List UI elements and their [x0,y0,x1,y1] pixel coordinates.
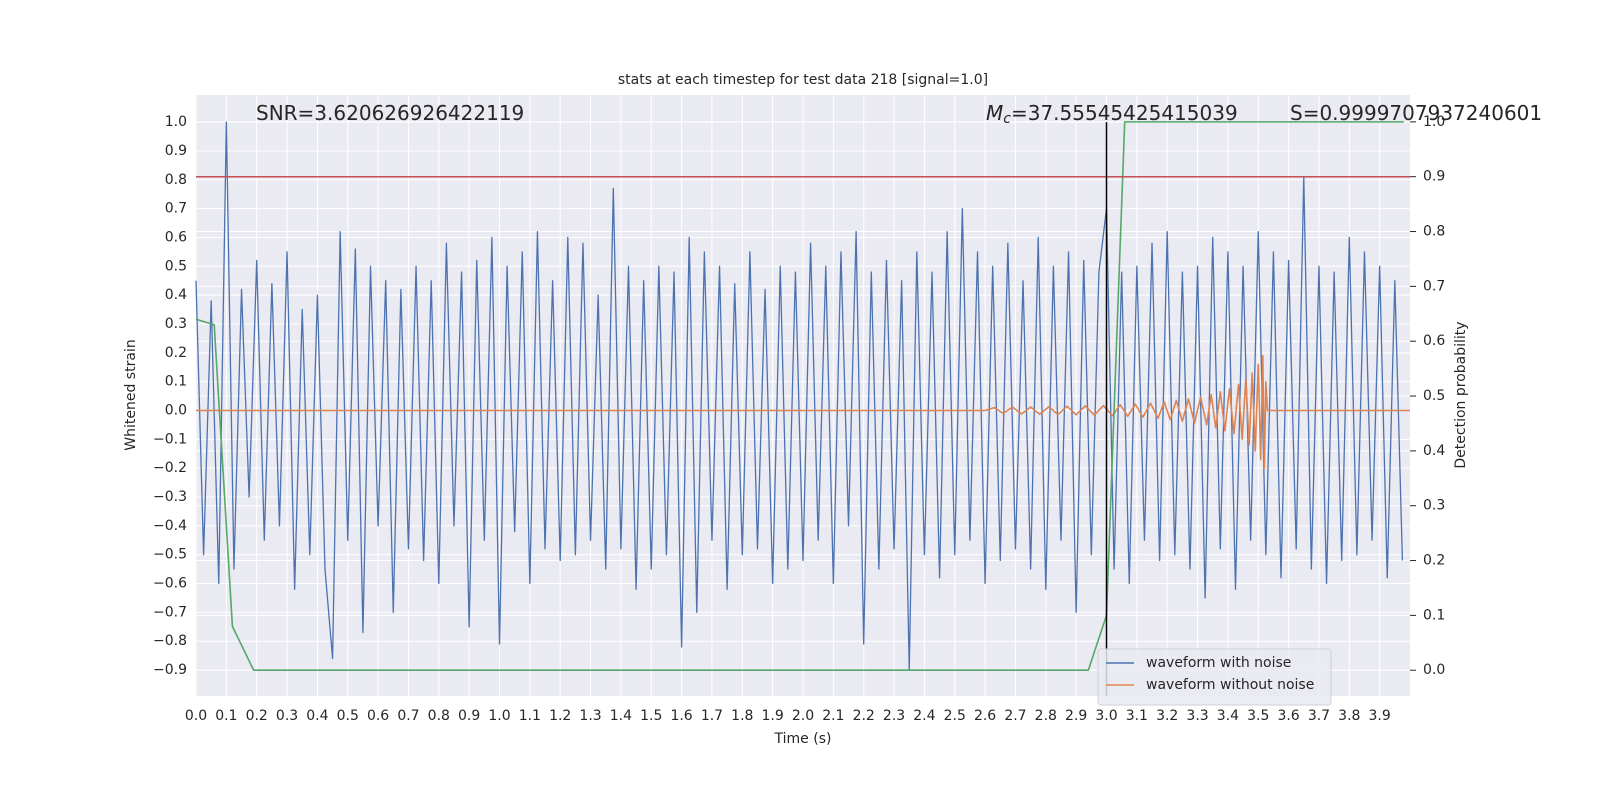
x-tick-label: 2.3 [883,708,905,724]
y2-tick-label: 0.5 [1423,388,1445,404]
x-tick-label: 1.5 [640,708,662,724]
y-tick-label: −0.7 [153,604,187,620]
x-tick-label: 1.9 [762,708,784,724]
y-tick-label: 0.9 [165,143,187,159]
annotation-symbol: M [986,101,1003,125]
y-tick-label: 1.0 [165,114,187,130]
y-tick-label: −0.2 [153,460,187,476]
annotation-text: S=0.9999707937240601 [1290,101,1542,125]
x-tick-label: 2.8 [1035,708,1057,724]
legend-label: waveform with noise [1146,655,1291,671]
x-tick-label: 0.3 [276,708,298,724]
legend-box [1097,648,1332,706]
y-tick-label: −0.4 [153,518,187,534]
x-axis-label: Time (s) [774,731,832,747]
x-tick-label: 0.9 [458,708,480,724]
x-tick-label: 1.2 [549,708,571,724]
y-tick-label: −0.5 [153,547,187,563]
x-tick-label: 3.5 [1247,708,1269,724]
series-line [196,354,1410,469]
annotation-text: =37.55545425415039 [1011,101,1238,125]
x-tick-label: 0.2 [246,708,268,724]
y2-tick-label: 0.6 [1423,333,1445,349]
y-tick-label: 0.2 [165,345,187,361]
x-tick-label: 3.7 [1308,708,1330,724]
x-tick-label: 1.0 [488,708,510,724]
x-tick-label: 1.8 [731,708,753,724]
y2-tick-label: 0.0 [1423,662,1445,678]
x-tick-label: 0.5 [337,708,359,724]
x-tick-label: 3.3 [1186,708,1208,724]
x-tick-label: 2.9 [1065,708,1087,724]
y-tick-label: −0.6 [153,576,187,592]
x-tick-label: 3.6 [1277,708,1299,724]
x-tick-label: 1.3 [579,708,601,724]
annotation-text: SNR=3.620626926422119 [256,101,524,125]
y-tick-label: 0.6 [165,229,187,245]
x-tick-label: 2.5 [944,708,966,724]
x-tick-label: 3.9 [1369,708,1391,724]
y-tick-label: 0.0 [165,402,187,418]
x-tick-label: 3.1 [1126,708,1148,724]
annotation-subscript: c [1003,111,1011,127]
x-tick-label: 2.1 [822,708,844,724]
y2-tick-label: 0.4 [1423,443,1445,459]
x-tick-label: 1.1 [519,708,541,724]
y-axis-label: Whitened strain [123,339,139,450]
y-tick-label: 0.7 [165,201,187,217]
y2-tick-label: 0.8 [1423,224,1445,240]
x-tick-label: 3.2 [1156,708,1178,724]
x-tick-label: 1.7 [701,708,723,724]
x-tick-label: 0.0 [185,708,207,724]
x-tick-label: 0.4 [306,708,328,724]
annotation: SNR=3.620626926422119 [256,101,524,125]
x-tick-label: 2.7 [1004,708,1026,724]
x-tick-label: 0.7 [397,708,419,724]
y-tick-label: 0.4 [165,287,187,303]
y2-tick-label: 0.7 [1423,278,1445,294]
x-tick-label: 0.8 [428,708,450,724]
y2-axis-label: Detection probability [1453,321,1469,468]
series-line [195,121,1404,672]
y-tick-label: −0.1 [153,431,187,447]
y-tick-label: 0.8 [165,172,187,188]
x-tick-label: 2.2 [853,708,875,724]
y-tick-label: 0.5 [165,258,187,274]
y-tick-label: −0.9 [153,662,187,678]
y2-tick-label: 0.1 [1423,607,1445,623]
y2-tick-label: 1.0 [1423,114,1445,130]
x-tick-label: 3.0 [1095,708,1117,724]
x-tick-label: 2.4 [913,708,935,724]
x-tick-label: 0.1 [215,708,237,724]
x-tick-label: 2.6 [974,708,996,724]
legend-label: waveform without noise [1146,677,1314,693]
x-tick-label: 1.6 [670,708,692,724]
y2-tick-label: 0.9 [1423,169,1445,185]
y2-tick-label: 0.2 [1423,553,1445,569]
x-tick-label: 3.8 [1338,708,1360,724]
x-tick-label: 2.0 [792,708,814,724]
y2-tick-label: 0.3 [1423,498,1445,514]
x-tick-label: 1.4 [610,708,632,724]
y-tick-label: 0.1 [165,374,187,390]
series-line [195,121,1404,671]
annotation: S=0.9999707937240601 [1290,101,1542,125]
chart-title: stats at each timestep for test data 218… [618,72,988,88]
y-tick-label: −0.3 [153,489,187,505]
y-tick-label: 0.3 [165,316,187,332]
y-tick-label: −0.8 [153,633,187,649]
x-tick-label: 3.4 [1217,708,1239,724]
x-tick-label: 0.6 [367,708,389,724]
annotation: Mc=37.55545425415039 [986,101,1238,128]
legend: waveform with noise waveform without nois… [1097,648,1332,706]
